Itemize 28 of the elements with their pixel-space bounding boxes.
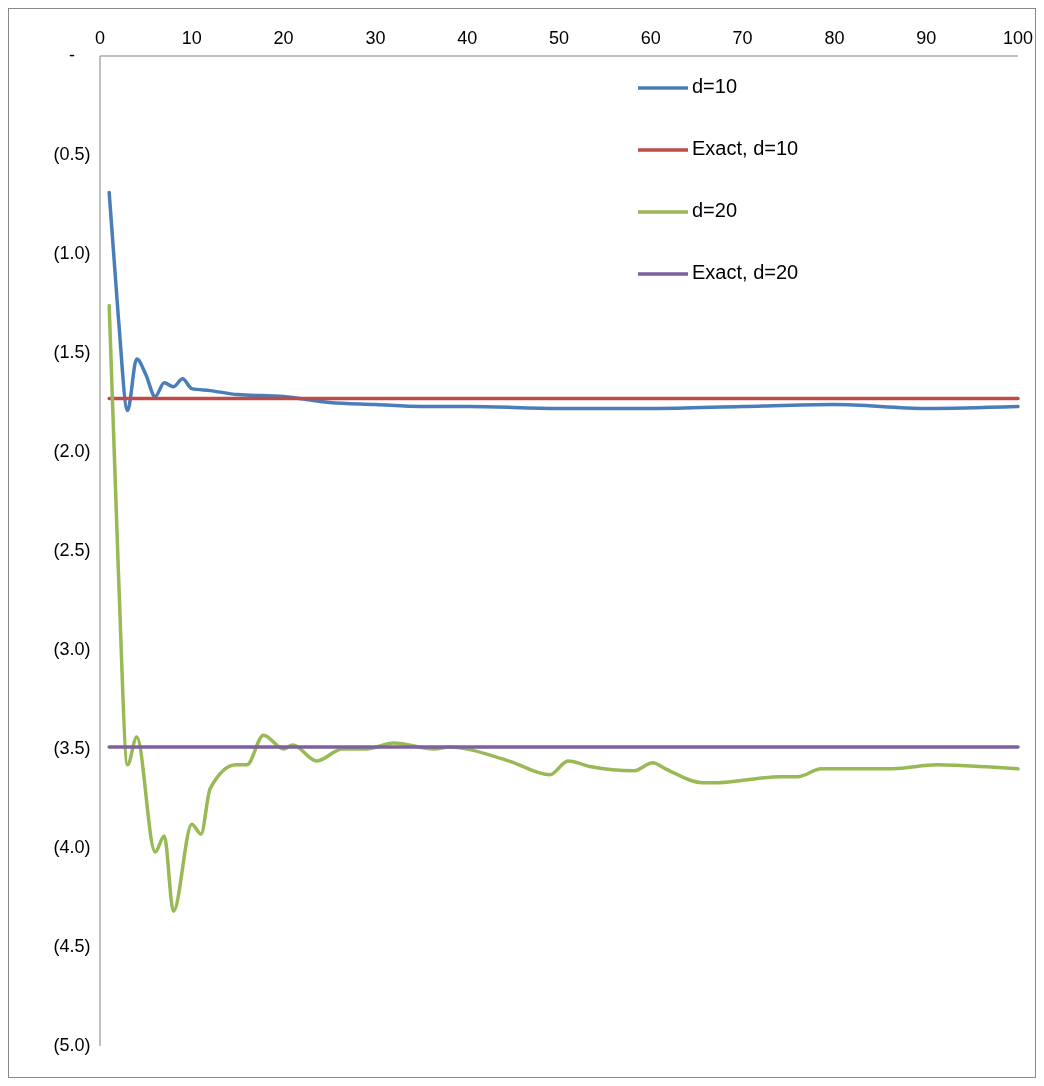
y-tick-label: (4.0): [53, 836, 91, 857]
x-tick-label: 90: [916, 28, 937, 48]
y-tick-label: -: [69, 44, 75, 65]
x-tick-label: 0: [94, 28, 106, 48]
y-tick-label: (3.0): [53, 638, 91, 659]
x-tick-label: 10: [181, 28, 202, 48]
y-tick-label: (3.5): [53, 737, 91, 758]
x-tick-label: 40: [457, 28, 478, 48]
line-series: [107, 303, 1020, 914]
legend-label: Exact, d=10: [692, 137, 799, 160]
line-series: [107, 190, 1020, 413]
legend-label: d=20: [692, 199, 738, 222]
x-tick-label: 60: [640, 28, 661, 48]
x-tick-label: 100: [1002, 28, 1034, 48]
x-tick-label: 50: [548, 28, 570, 48]
y-tick-label: (2.5): [53, 539, 91, 560]
y-tick-label: (1.0): [53, 242, 91, 263]
y-tick-label: (1.5): [53, 341, 91, 362]
legend-label: d=10: [692, 75, 738, 98]
x-tick-label: 30: [365, 28, 386, 48]
y-tick-label: (2.0): [53, 440, 91, 461]
x-tick-label: 80: [824, 28, 845, 48]
legend-label: Exact, d=20: [692, 261, 799, 284]
x-tick-label: 20: [273, 28, 294, 48]
x-tick-label: 70: [732, 28, 753, 48]
y-tick-label: (5.0): [53, 1034, 91, 1055]
y-tick-label: (4.5): [53, 935, 91, 956]
y-tick-label: (0.5): [53, 143, 91, 164]
